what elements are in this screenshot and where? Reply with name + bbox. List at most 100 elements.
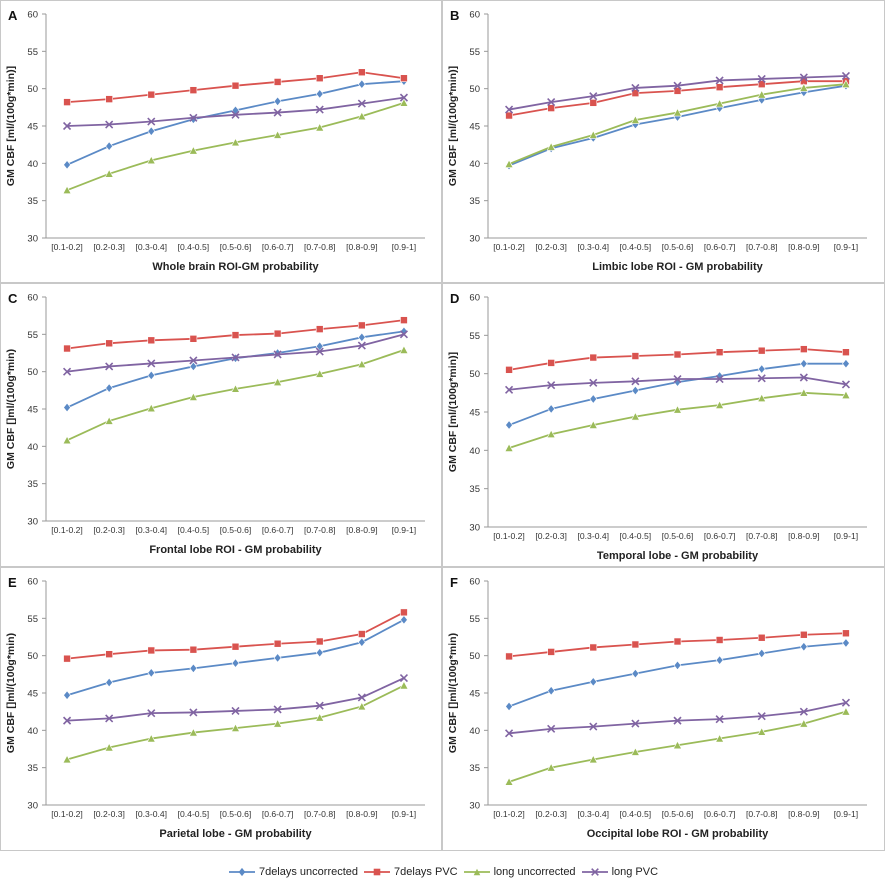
data-point [631, 668, 640, 679]
y-tick-label: 35 [469, 484, 480, 495]
data-point [63, 690, 71, 701]
y-tick-label: 60 [27, 293, 38, 304]
data-point [147, 126, 156, 137]
x-tick-label: [0.3-0.4] [136, 525, 168, 535]
legend-swatch [364, 868, 391, 876]
data-point [62, 435, 72, 445]
data-point [62, 367, 72, 376]
data-point [842, 358, 850, 369]
panel-border [442, 0, 885, 283]
y-tick-label: 50 [27, 367, 38, 378]
data-point [799, 718, 809, 728]
data-point [231, 706, 240, 715]
data-point [504, 385, 514, 394]
legend-item: 7delays uncorrected [227, 866, 358, 878]
x-axis-label: Occipital lobe ROI - GM probability [587, 828, 769, 840]
data-point [315, 74, 324, 83]
legend-item: 7delays PVC [362, 866, 458, 878]
y-tick-label: 50 [469, 651, 480, 662]
y-axis-label: GM CBF [ml/(100g*min)] [447, 352, 459, 472]
x-tick-label: [0.9-1] [834, 531, 858, 541]
data-point [842, 638, 850, 648]
data-point [631, 89, 640, 97]
data-point [841, 698, 851, 707]
x-tick-label: [0.3-0.4] [578, 809, 610, 819]
x-tick-label: [0.5-0.6] [220, 809, 252, 819]
y-tick-label: 35 [27, 196, 38, 207]
x-tick-label: [0.3-0.4] [578, 242, 610, 252]
data-point [715, 98, 725, 108]
data-point [841, 71, 851, 81]
data-point [231, 137, 240, 147]
data-point [231, 384, 240, 393]
data-point [63, 654, 71, 663]
panel-letter: B [450, 8, 459, 23]
data-point [357, 99, 366, 108]
y-tick-label: 45 [27, 405, 38, 416]
y-tick-label: 50 [469, 369, 480, 380]
data-point [589, 394, 598, 404]
data-point [62, 185, 72, 195]
y-tick-label: 45 [27, 689, 38, 700]
data-point [547, 98, 556, 107]
data-point [546, 142, 556, 151]
legend-swatch [463, 868, 490, 876]
y-tick-label: 50 [469, 84, 480, 95]
data-point [147, 90, 156, 99]
panel-letter: C [8, 291, 18, 306]
data-point [630, 115, 640, 124]
x-axis-label: Parietal lobe - GM probability [159, 828, 312, 840]
x-tick-label: [0.2-0.3] [93, 525, 125, 535]
data-point [757, 90, 767, 99]
legend-item: long PVC [580, 866, 658, 878]
y-tick-label: 35 [27, 479, 38, 490]
data-point [357, 341, 366, 350]
data-point [315, 325, 324, 333]
data-point [147, 668, 156, 678]
data-point [799, 707, 808, 716]
data-point [631, 83, 640, 92]
data-point [400, 74, 408, 83]
data-point [589, 353, 598, 362]
data-point [547, 404, 556, 414]
panel-border [0, 567, 442, 851]
chart-panel-D: 30 35 40 45 50 55 60 [0.1-0.2] [0.2-0.3] [0.3-0.4… [442, 283, 885, 567]
data-point [799, 641, 808, 652]
y-tick-label: 40 [469, 446, 480, 457]
y-tick-label: 30 [469, 801, 480, 812]
data-point [358, 321, 366, 330]
data-point [357, 637, 366, 648]
data-point [673, 660, 682, 671]
data-point [147, 646, 156, 655]
data-point [315, 647, 324, 658]
chart-panel-C: 30 35 40 45 50 55 60 [0.1-0.2] [0.2-0.3] [0.3-0.4… [0, 283, 442, 567]
data-point [188, 392, 198, 401]
data-point [715, 83, 724, 91]
data-point [105, 677, 114, 688]
data-point [104, 742, 114, 752]
data-point [146, 155, 156, 165]
data-point [715, 374, 724, 384]
chart-panel-B: 30 35 40 45 50 55 60 [0.1-0.2] [0.2-0.3] [0.3-0.4… [442, 0, 885, 283]
data-point [800, 630, 808, 639]
data-point [673, 81, 682, 90]
data-point [189, 335, 198, 343]
data-point [757, 393, 767, 402]
data-point [147, 359, 156, 368]
data-point [505, 366, 513, 374]
data-point [757, 74, 766, 84]
data-point [357, 79, 366, 89]
data-point [358, 630, 366, 638]
data-point [630, 411, 640, 421]
data-point [673, 637, 682, 646]
data-point [189, 663, 198, 674]
x-tick-label: [0.6-0.7] [262, 809, 294, 819]
legend-item: long uncorrected [462, 866, 576, 878]
data-point [547, 724, 556, 733]
data-point [105, 383, 114, 393]
x-tick-label: [0.2-0.3] [535, 809, 567, 819]
y-tick-label: 40 [469, 726, 480, 737]
data-point [715, 400, 725, 409]
data-point [105, 141, 114, 151]
data-point [547, 359, 555, 367]
